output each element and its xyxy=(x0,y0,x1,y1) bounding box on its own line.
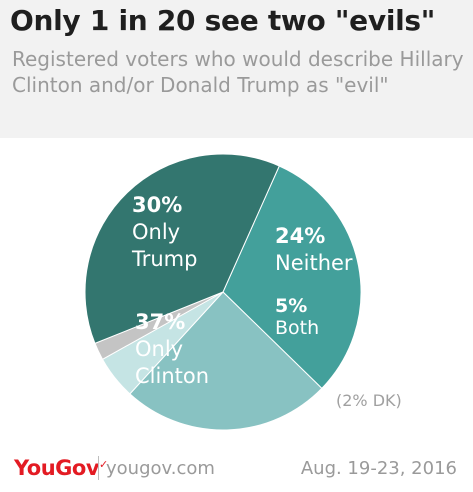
pie-slices xyxy=(84,153,362,431)
slice-label-neither: 24% Neither xyxy=(275,224,353,275)
slice-label-both: 5% Both xyxy=(275,295,319,339)
header: Only 1 in 20 see two "evils" Registered … xyxy=(0,0,473,138)
slice-trump xyxy=(222,165,362,390)
chart-title: Only 1 in 20 see two "evils" xyxy=(10,4,436,37)
chart-subtitle: Registered voters who would describe Hil… xyxy=(12,47,464,97)
pie-chart: 30% Only Trump 24% Neither 5% Both (2% DK) 37% On… xyxy=(84,153,402,431)
footer: YouGov✓ yougov.com Aug. 19-23, 2016 xyxy=(0,440,473,492)
yougov-logo: YouGov✓ xyxy=(14,456,108,480)
footer-separator xyxy=(98,456,99,480)
slice-label-dk: (2% DK) xyxy=(336,391,402,410)
source-site: yougov.com xyxy=(106,458,215,479)
slice-label-clinton: 37% Only Clinton xyxy=(135,310,209,388)
slice-label-trump: 30% Only Trump xyxy=(131,193,197,271)
survey-date: Aug. 19-23, 2016 xyxy=(300,458,457,479)
slice-neither xyxy=(129,291,323,431)
slice-clinton xyxy=(84,153,280,345)
pie-labels: 30% Only Trump 24% Neither 5% Both (2% DK) 37% On… xyxy=(131,193,402,410)
